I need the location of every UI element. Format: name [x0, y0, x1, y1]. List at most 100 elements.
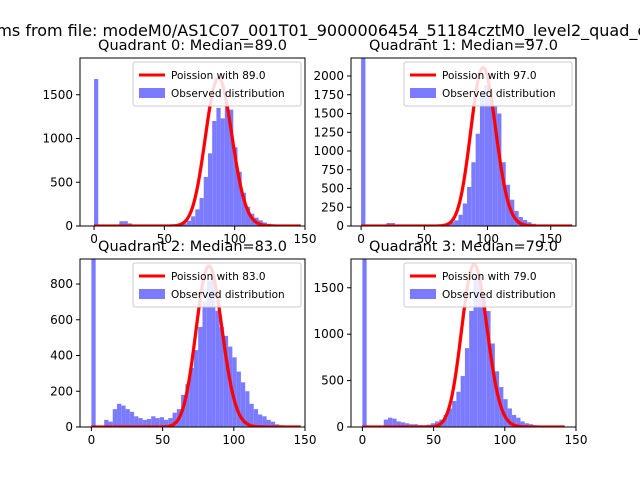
- axes-frame: [350, 258, 577, 428]
- histogram-bar: [266, 419, 271, 427]
- histogram-bar: [223, 335, 229, 427]
- histogram-bar: [211, 275, 216, 427]
- histogram-bar: [186, 220, 192, 226]
- figure-suptitle: Histograms from file: modeM0/AS1C07_001T…: [0, 21, 640, 41]
- histogram-bar: [501, 162, 506, 226]
- histogram-bar: [484, 85, 489, 226]
- histogram-bar: [91, 259, 96, 427]
- y-tick-label: 0: [65, 420, 73, 434]
- subplot-title: Quadrant 3: Median=79.0: [369, 239, 558, 255]
- histogram-bar: [482, 297, 487, 427]
- histogram-bar: [146, 418, 152, 427]
- histogram-bar: [497, 113, 502, 226]
- legend-label-poisson: Poission with 97.0: [442, 70, 537, 82]
- histogram-bar: [172, 412, 177, 427]
- histogram-bar: [270, 421, 276, 427]
- histogram-bar: [490, 343, 495, 427]
- legend-box: [403, 61, 573, 107]
- histogram-bar: [189, 368, 194, 427]
- legend-label-observed: Observed distribution: [171, 88, 285, 100]
- legend-bar-swatch: [139, 88, 165, 98]
- x-tick-label: 100: [222, 433, 245, 447]
- y-tick-label: 1000: [42, 132, 73, 146]
- histogram-bar: [449, 222, 455, 226]
- x-tick-label: 0: [88, 433, 96, 447]
- histogram-bar: [456, 391, 461, 427]
- histogram-bar: [361, 58, 366, 226]
- histogram-bar: [464, 348, 470, 427]
- histogram-bar: [396, 421, 401, 427]
- histogram-bar: [219, 326, 224, 427]
- histogram-bar: [240, 382, 246, 427]
- histogram-bar: [121, 405, 126, 427]
- histogram-bar: [112, 409, 118, 427]
- histogram-bar: [104, 419, 109, 427]
- histogram-bar: [443, 414, 448, 427]
- histogram-bar: [467, 187, 472, 226]
- histogram-bar: [94, 79, 99, 226]
- legend-label-observed: Observed distribution: [171, 289, 285, 301]
- histogram-bar: [198, 326, 203, 427]
- histogram-bar: [117, 403, 122, 427]
- histogram-bar: [203, 177, 208, 226]
- histogram-bar: [516, 417, 521, 427]
- subplot-title: Quadrant 0: Median=89.0: [98, 38, 287, 54]
- subplot-quadrant-2: 0 50 100 150 0 200 400 600 800 Quadrant 2: Median…: [50, 239, 316, 447]
- y-tick-label: 500: [50, 175, 73, 189]
- histogram-bar: [527, 222, 532, 226]
- histogram-bar: [249, 403, 254, 427]
- x-tick-label: 100: [223, 232, 246, 246]
- legend-box: [132, 262, 302, 308]
- axes-frame: [79, 57, 306, 227]
- histogram-bar: [492, 106, 498, 226]
- histogram-bar: [233, 147, 238, 226]
- histogram-bar: [524, 423, 530, 427]
- y-tick-label: 600: [50, 313, 73, 327]
- y-tick-label: 0: [65, 219, 73, 233]
- y-tick-label: 1000: [313, 327, 344, 341]
- histogram-bar: [258, 414, 263, 427]
- histogram-bar: [475, 133, 480, 226]
- y-tick-label: 500: [321, 182, 344, 196]
- histogram-bar: [452, 401, 457, 427]
- x-tick-label: 100: [493, 433, 516, 447]
- y-tick-label: 750: [321, 163, 344, 177]
- x-tick-label: 0: [90, 232, 98, 246]
- y-tick-label: 500: [321, 374, 344, 388]
- x-tick-label: 100: [476, 232, 499, 246]
- legend-box: [403, 262, 573, 308]
- histogram-bar: [253, 409, 259, 427]
- y-tick-label: 200: [50, 384, 73, 398]
- legend-label-poisson: Poission with 79.0: [442, 271, 537, 283]
- y-tick-label: 400: [50, 349, 73, 363]
- histogram-bar: [471, 162, 476, 226]
- histogram-bar: [125, 409, 130, 427]
- histogram-bar: [224, 103, 230, 226]
- y-tick-label: 1500: [313, 281, 344, 295]
- histogram-bar: [232, 357, 237, 427]
- x-tick-label: 50: [426, 433, 441, 447]
- histogram-bar: [108, 421, 113, 427]
- y-tick-label: 0: [336, 219, 344, 233]
- histogram-bar: [520, 421, 525, 427]
- x-tick-label: 150: [294, 232, 317, 246]
- x-tick-label: 150: [539, 232, 562, 246]
- histogram-bar: [164, 419, 169, 427]
- legend-bar-swatch: [410, 88, 436, 98]
- y-tick-label: 1250: [313, 125, 344, 139]
- x-tick-label: 0: [357, 232, 365, 246]
- histogram-bar: [460, 375, 465, 427]
- x-tick-label: 150: [294, 433, 317, 447]
- histogram-bar: [168, 418, 173, 427]
- subplot-title: Quadrant 2: Median=83.0: [98, 239, 287, 255]
- legend-box: [132, 61, 302, 107]
- histogram-bar: [155, 418, 160, 427]
- x-tick-label: 50: [417, 232, 432, 246]
- histogram-bar: [202, 301, 207, 427]
- histogram-bar: [511, 414, 517, 427]
- x-tick-label: 0: [359, 433, 367, 447]
- histogram-bar: [477, 273, 483, 427]
